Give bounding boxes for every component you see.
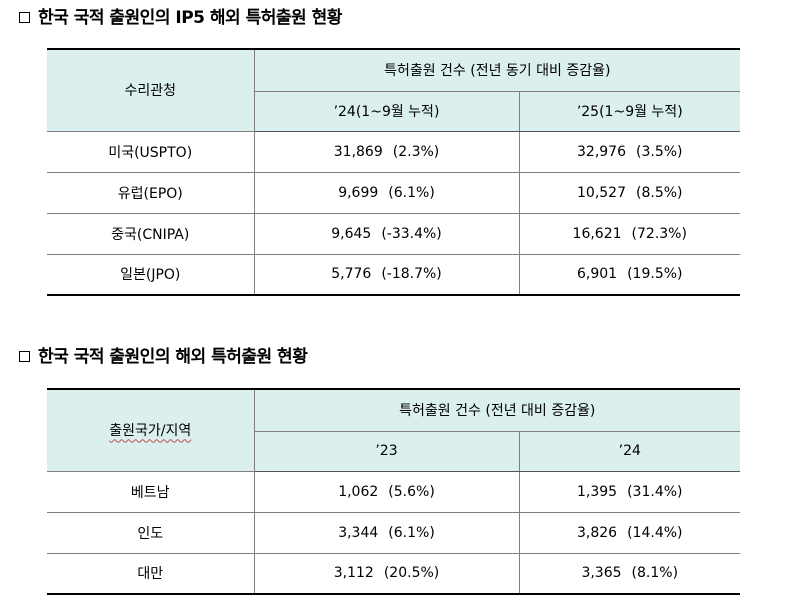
value-cell: 3,112 (20.5%) xyxy=(253,552,520,595)
table-row: 중국(CNIPA) 9,645 (-33.4%) 16,621 (72.3%) xyxy=(47,212,740,255)
office-cell: 일본(JPO) xyxy=(47,253,255,296)
value-cell: 32,976 (3.5%) xyxy=(518,130,740,173)
header-application-count: 특허출원 건수 (전년 동기 대비 증감율) xyxy=(253,48,740,92)
table-row: 대만 3,112 (20.5%) 3,365 (8.1%) xyxy=(47,552,741,595)
country-cell: 베트남 xyxy=(47,470,255,513)
value-cell: 31,869 (2.3%) xyxy=(253,130,520,173)
section1-title: 한국 국적 출원인의 IP5 해외 특허출원 현황 xyxy=(38,8,342,28)
value-cell: 1,062 (5.6%) xyxy=(253,470,520,513)
header-application-count: 특허출원 건수 (전년 대비 증감율) xyxy=(253,388,741,432)
header-country-region: 출원국가/지역 xyxy=(47,388,255,472)
value-cell: 1,395 (31.4%) xyxy=(518,470,741,513)
value-cell: 9,699 (6.1%) xyxy=(253,171,520,214)
section2-heading: 한국 국적 출원인의 해외 특허출원 현황 xyxy=(19,347,308,367)
checkbox-square-icon xyxy=(19,351,30,362)
header-receiving-office: 수리관청 xyxy=(47,48,255,132)
header-2024: ’24(1~9월 누적) xyxy=(254,90,520,132)
value-cell: 5,776 (-18.7%) xyxy=(253,253,520,296)
value-cell: 16,621 (72.3%) xyxy=(518,212,740,255)
table-row: 베트남 1,062 (5.6%) 1,395 (31.4%) xyxy=(47,470,741,513)
ip5-applications-table: 수리관청 특허출원 건수 (전년 동기 대비 증감율) ’24(1~9월 누적)… xyxy=(47,48,740,296)
section1-heading: 한국 국적 출원인의 IP5 해외 특허출원 현황 xyxy=(19,8,342,28)
table-row: 미국(USPTO) 31,869 (2.3%) 32,976 (3.5%) xyxy=(47,130,740,173)
office-cell: 미국(USPTO) xyxy=(47,130,255,173)
value-cell: 6,901 (19.5%) xyxy=(518,253,740,296)
header-2025: ’25(1~9월 누적) xyxy=(518,90,740,132)
table-row: 일본(JPO) 5,776 (-18.7%) 6,901 (19.5%) xyxy=(47,253,740,296)
office-cell: 유럽(EPO) xyxy=(47,171,255,214)
header-2023: ’23 xyxy=(254,430,520,472)
value-cell: 3,826 (14.4%) xyxy=(518,511,741,554)
overseas-applications-table: 출원국가/지역 특허출원 건수 (전년 대비 증감율) ’23 ’24 베트남 … xyxy=(47,388,741,595)
value-cell: 10,527 (8.5%) xyxy=(518,171,740,214)
value-cell: 9,645 (-33.4%) xyxy=(253,212,520,255)
section2-title: 한국 국적 출원인의 해외 특허출원 현황 xyxy=(38,347,308,367)
country-cell: 인도 xyxy=(47,511,255,554)
value-cell: 3,365 (8.1%) xyxy=(518,552,741,595)
office-cell: 중국(CNIPA) xyxy=(47,212,255,255)
checkbox-square-icon xyxy=(19,12,30,23)
value-cell: 3,344 (6.1%) xyxy=(253,511,520,554)
table-row: 유럽(EPO) 9,699 (6.1%) 10,527 (8.5%) xyxy=(47,171,740,214)
header-2024: ’24 xyxy=(518,430,741,472)
table-row: 인도 3,344 (6.1%) 3,826 (14.4%) xyxy=(47,511,741,554)
country-cell: 대만 xyxy=(47,552,255,595)
